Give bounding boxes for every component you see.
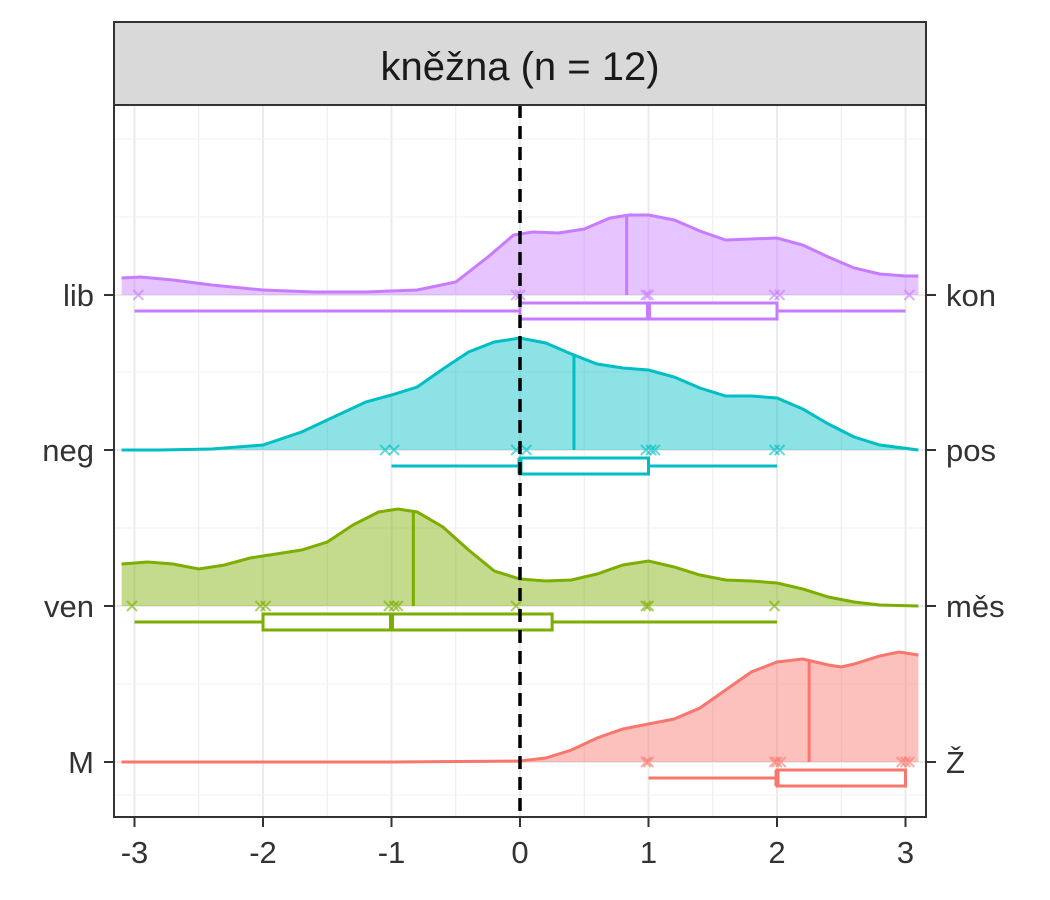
y-label-right: kon <box>946 278 996 313</box>
observation-point <box>771 756 783 768</box>
observation-point <box>388 600 400 612</box>
observation-point <box>773 444 786 456</box>
density-area <box>121 338 919 450</box>
y-label-left: M <box>68 745 94 780</box>
observation-point <box>520 444 533 456</box>
density-area <box>121 509 919 606</box>
observation-point <box>640 289 652 301</box>
observation-point <box>768 289 781 301</box>
ridge-row-M <box>121 650 919 788</box>
box-iqr <box>775 768 907 788</box>
x-tick-label: 3 <box>897 835 914 870</box>
observation-point <box>642 289 655 301</box>
observation-point <box>132 289 145 301</box>
x-tick-label: -1 <box>378 835 406 870</box>
observation-point <box>640 600 652 612</box>
x-tick-label: 2 <box>768 835 785 870</box>
observation-point <box>775 756 787 768</box>
observation-point <box>903 756 916 768</box>
axes: lib kon neg pos ven měs M Ž -3 -2 -1 0 1 2 3 <box>42 278 1004 870</box>
observation-point <box>645 444 657 456</box>
y-label-right: pos <box>946 433 996 468</box>
observation-point <box>640 756 652 768</box>
density-curve <box>121 507 919 608</box>
observation-point <box>768 600 781 612</box>
observation-point <box>126 600 138 612</box>
observation-point <box>259 600 272 612</box>
observation-point <box>392 600 404 612</box>
observation-point <box>642 600 655 612</box>
x-tick-label: 1 <box>640 835 657 870</box>
observation-point <box>903 289 916 301</box>
y-label-right: měs <box>946 589 1005 624</box>
observation-point <box>768 444 781 456</box>
y-label-right: Ž <box>946 745 965 780</box>
observation-point <box>642 756 655 768</box>
x-tick-label: 0 <box>511 835 528 870</box>
observation-point <box>379 444 391 456</box>
ridge-rows <box>121 213 919 788</box>
x-tick-label: -2 <box>249 835 277 870</box>
y-label-left: ven <box>44 589 94 624</box>
observation-point <box>773 289 786 301</box>
density-curve <box>121 336 919 452</box>
observation-point <box>383 600 395 612</box>
ridge-row-ven <box>121 507 919 632</box>
facet-strip <box>113 21 927 106</box>
observation-point <box>899 756 912 768</box>
facet-title: kněžna (n = 12) <box>380 45 659 89</box>
density-curve <box>121 650 919 764</box>
observation-point <box>640 444 652 456</box>
y-label-left: neg <box>42 433 94 468</box>
observation-point <box>254 600 267 612</box>
box-iqr <box>261 612 554 632</box>
ridge-row-neg <box>121 336 919 476</box>
y-label-left: lib <box>63 278 94 313</box>
observation-point <box>388 444 400 456</box>
density-curve <box>121 213 919 294</box>
density-area <box>121 652 919 762</box>
box-iqr <box>518 456 650 476</box>
observation-point <box>649 444 661 456</box>
x-tick-label: -3 <box>121 835 149 870</box>
